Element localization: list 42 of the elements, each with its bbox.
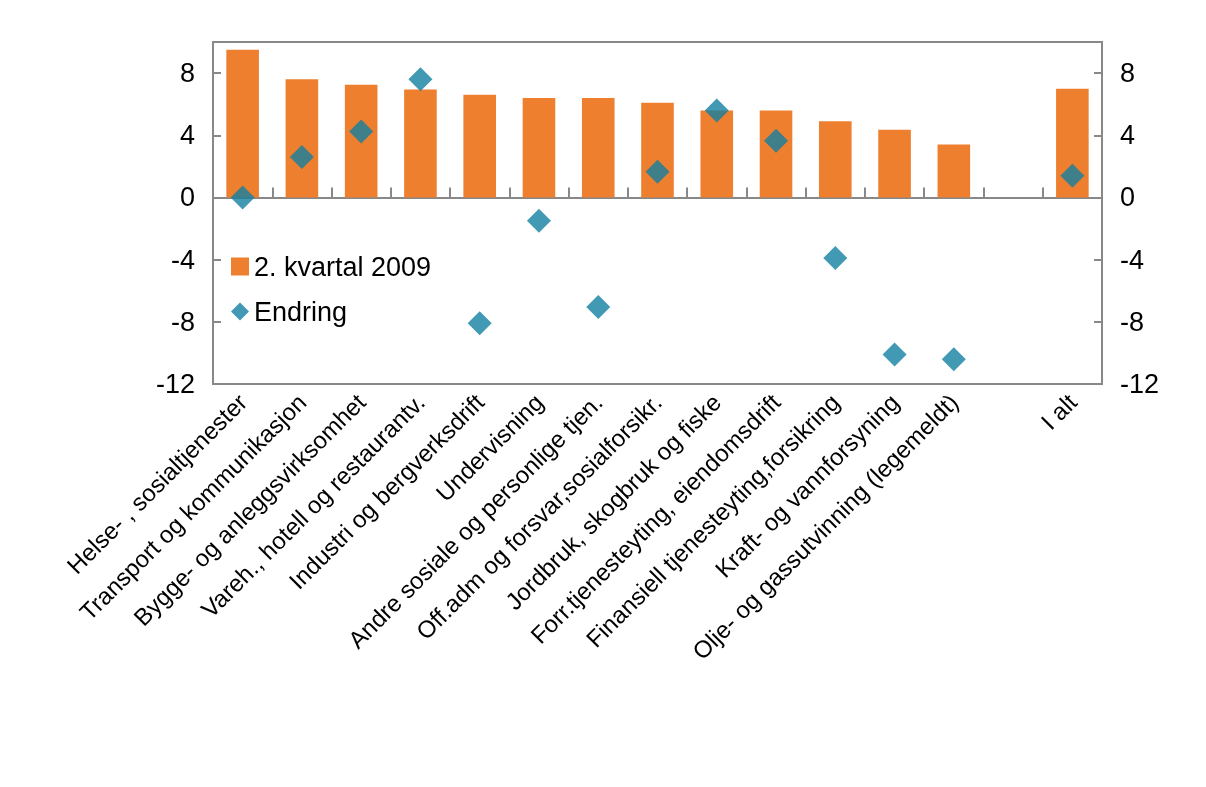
y2-tick-label: 8 bbox=[1120, 58, 1136, 89]
y-tick-label: 0 bbox=[179, 182, 195, 213]
y-tick-label: 8 bbox=[179, 58, 195, 89]
bar bbox=[404, 89, 437, 198]
y-tick-label: 4 bbox=[179, 120, 195, 151]
point bbox=[289, 145, 314, 170]
bar bbox=[581, 97, 615, 198]
point bbox=[645, 159, 670, 184]
bar bbox=[1056, 88, 1089, 198]
y2-tick-label: -4 bbox=[1120, 244, 1145, 275]
y2-tick-label: -8 bbox=[1120, 306, 1145, 337]
point bbox=[941, 347, 966, 372]
point bbox=[882, 342, 907, 367]
bar bbox=[819, 121, 852, 198]
bar bbox=[641, 102, 674, 198]
point bbox=[467, 311, 492, 336]
bar bbox=[285, 79, 319, 198]
legend-label: Endring bbox=[254, 296, 348, 327]
point bbox=[526, 208, 551, 233]
y-tick-label: -8 bbox=[170, 306, 195, 337]
y2-tick-label: 4 bbox=[1120, 120, 1136, 151]
y-tick-label: -12 bbox=[155, 369, 195, 399]
point bbox=[230, 185, 255, 210]
point bbox=[349, 119, 374, 144]
bar bbox=[878, 129, 911, 198]
point bbox=[704, 98, 729, 123]
bar bbox=[937, 144, 971, 198]
bar bbox=[344, 84, 378, 198]
y-tick-label: -4 bbox=[170, 244, 195, 275]
y2-tick-label: 0 bbox=[1120, 182, 1136, 213]
bar bbox=[700, 110, 734, 198]
y2-tick-label: -12 bbox=[1120, 369, 1160, 399]
point bbox=[408, 67, 433, 92]
point bbox=[764, 128, 789, 153]
point bbox=[586, 295, 611, 320]
legend-label: 2. kvartal 2009 bbox=[254, 251, 432, 282]
bar bbox=[463, 94, 496, 198]
x-tick-label: I alt bbox=[1035, 388, 1083, 435]
point bbox=[1060, 163, 1085, 188]
bar bbox=[226, 49, 259, 198]
bar bbox=[522, 97, 556, 198]
point bbox=[823, 246, 848, 271]
